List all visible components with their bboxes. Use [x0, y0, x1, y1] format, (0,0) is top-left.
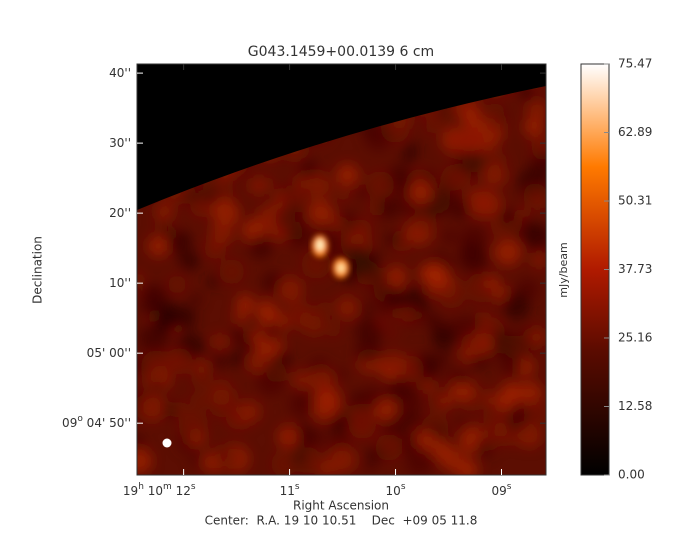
x-tick-label: 11s — [280, 482, 300, 498]
x-axis-label: Right Ascension — [293, 499, 389, 513]
y-tick-label: 30'' — [109, 136, 131, 150]
colorbar-label: mJy/beam — [557, 242, 570, 297]
y-tick-label: 40'' — [109, 66, 131, 80]
colorbar-tick-label: 50.31 — [618, 194, 652, 208]
footer: Center: R.A. 19 10 10.51 Dec +09 05 11.8 — [205, 514, 478, 528]
x-tick-label: 10s — [386, 482, 406, 498]
radio-map — [137, 64, 546, 475]
colorbar-tick-label: 37.73 — [618, 262, 652, 276]
colorbar-tick-label: 25.16 — [618, 330, 652, 344]
y-axis-label: Declination — [31, 236, 45, 304]
chart-title: G043.1459+00.0139 6 cm — [248, 44, 434, 60]
x-tick-label: 09s — [492, 482, 512, 498]
colorbar-tick-label: 62.89 — [618, 125, 652, 139]
y-tick-label: 09o 04' 50'' — [62, 414, 131, 430]
x-tick-label: 19h 10m 12s — [123, 482, 196, 498]
colorbar-tick-label: 75.47 — [618, 57, 652, 71]
plot-frame — [136, 63, 547, 476]
colorbar-tick-label: 12.58 — [618, 399, 652, 413]
y-tick-label: 20'' — [109, 206, 131, 220]
colorbar-tick-label: 0.00 — [618, 468, 645, 482]
y-tick-label: 10'' — [109, 276, 131, 290]
y-tick-label: 05' 00'' — [87, 346, 131, 360]
